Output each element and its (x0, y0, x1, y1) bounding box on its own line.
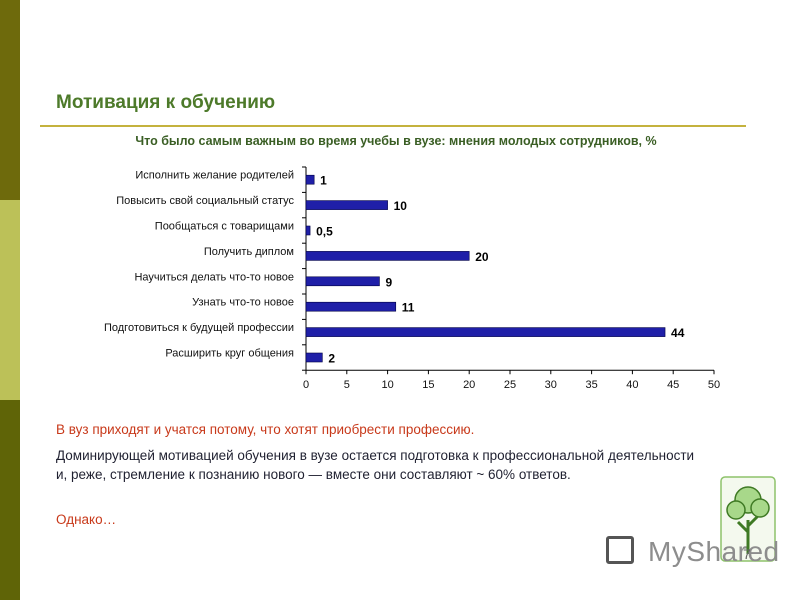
tree-logo-icon (720, 476, 776, 562)
watermark-text: MyShared (648, 536, 780, 567)
x-tick-label: 0 (303, 379, 309, 391)
category-label: Расширить круг общения (165, 348, 294, 360)
x-tick-label: 25 (504, 379, 516, 391)
value-label: 10 (394, 199, 408, 213)
value-label: 2 (328, 352, 335, 366)
side-strip-top (0, 0, 20, 200)
category-label: Пообщаться с товарищами (155, 221, 294, 233)
side-strip-middle (0, 200, 20, 400)
bar (305, 251, 470, 261)
value-label: 44 (671, 326, 685, 340)
x-tick-label: 10 (381, 379, 393, 391)
x-tick-label: 30 (545, 379, 557, 391)
bar (305, 276, 380, 287)
bar (305, 327, 666, 337)
chart-title: Что было самым важным во время учебы в в… (135, 134, 657, 148)
note-however: Однако… (56, 512, 117, 527)
category-label: Научиться делать что-то новое (134, 271, 294, 283)
x-tick-label: 35 (585, 379, 597, 391)
x-tick-label: 50 (708, 379, 720, 391)
category-label: Узнать что-то новое (192, 297, 294, 309)
x-tick-label: 15 (422, 379, 434, 391)
bar (305, 352, 323, 363)
note-conclusion: В вуз приходят и учатся потому, что хотя… (56, 422, 475, 437)
value-label: 1 (320, 174, 327, 188)
category-label: Повысить свой социальный статус (116, 195, 294, 207)
value-label: 9 (385, 275, 392, 289)
page-number: 7 (743, 546, 751, 562)
bar (305, 225, 311, 236)
title-divider (40, 125, 746, 127)
category-label: Подготовиться к будущей профессии (104, 322, 294, 334)
value-label: 11 (402, 301, 415, 315)
side-strip-bottom (0, 400, 20, 600)
x-tick-label: 20 (463, 379, 475, 391)
category-label: Получить диплом (204, 246, 294, 258)
category-label: Исполнить желание родителей (135, 170, 294, 182)
bar (305, 174, 315, 185)
bar (305, 200, 388, 210)
x-tick-label: 40 (626, 379, 638, 391)
x-tick-label: 5 (344, 379, 350, 391)
x-tick-label: 45 (667, 379, 679, 391)
bar (305, 301, 397, 312)
note-explanation: Доминирующей мотивацией обучения в вузе … (56, 448, 695, 482)
value-label: 0,5 (316, 225, 333, 239)
watermark-icon (606, 536, 634, 564)
slide-title: Мотивация к обучению (56, 92, 276, 113)
value-label: 20 (475, 250, 489, 264)
